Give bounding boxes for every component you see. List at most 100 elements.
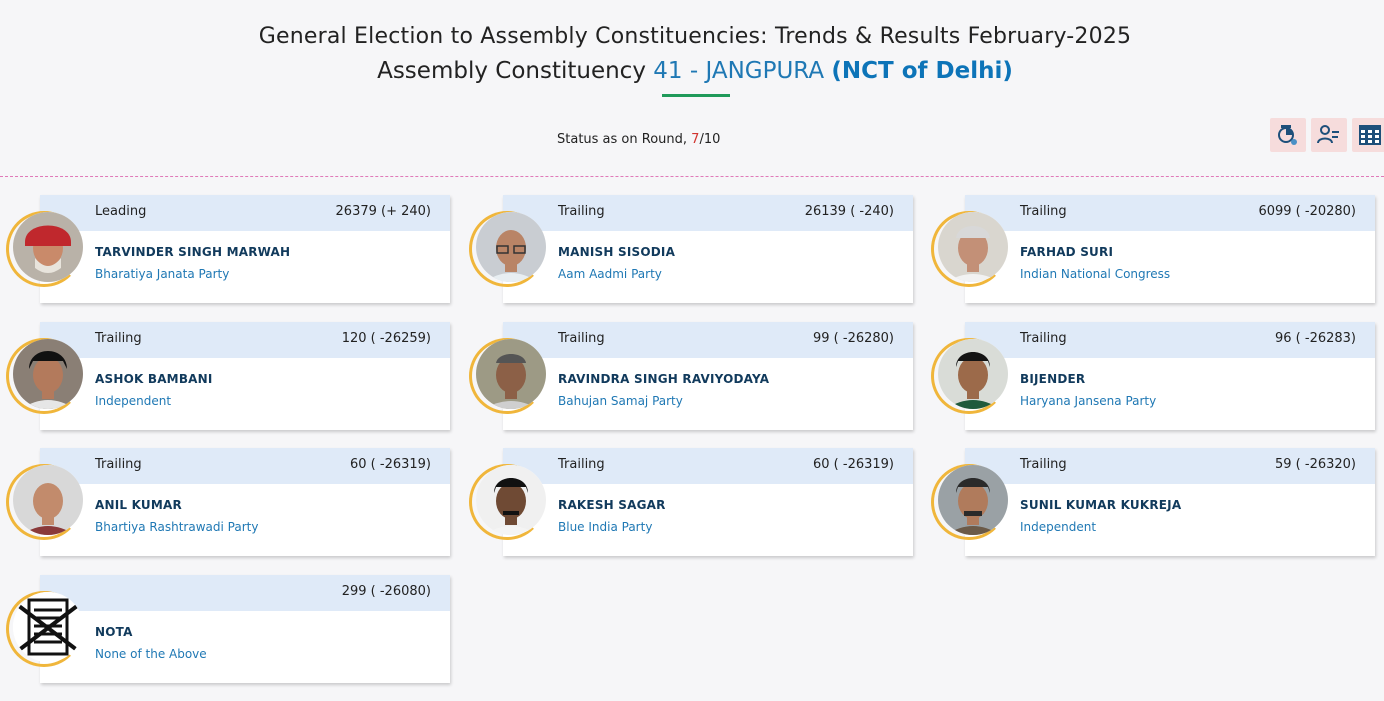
candidate-list-button[interactable] xyxy=(1311,118,1347,152)
candidate-status: Leading xyxy=(95,204,147,219)
candidate-card[interactable]: Trailing 120 ( -26259) ASHOK BAMBANI Indepe… xyxy=(0,322,450,430)
candidate-name[interactable]: NOTA xyxy=(95,625,133,639)
candidate-card-body: Trailing 59 ( -26320) SUNIL KUMAR KUKREJA I… xyxy=(965,448,1375,556)
candidate-card[interactable]: Trailing 26139 ( -240) MANISH SISODIA Aam A… xyxy=(463,195,913,303)
candidate-status: Trailing xyxy=(95,457,142,472)
candidate-votes: 120 ( -26259) xyxy=(341,331,431,346)
candidate-status: Trailing xyxy=(95,331,142,346)
candidate-photo-icon xyxy=(13,212,83,282)
candidate-card-header: Trailing 120 ( -26259) xyxy=(40,322,450,358)
avatar xyxy=(476,339,546,409)
candidate-votes: 26379 (+ 240) xyxy=(335,204,431,219)
candidate-card-header: Trailing 60 ( -26319) xyxy=(40,448,450,484)
candidate-name[interactable]: RAVINDRA SINGH RAVIYODAYA xyxy=(558,372,770,386)
candidate-name[interactable]: RAKESH SAGAR xyxy=(558,498,666,512)
candidate-votes: 60 ( -26319) xyxy=(813,457,894,472)
candidate-photo-icon xyxy=(13,339,83,409)
avatar xyxy=(13,592,83,662)
round-status: Status as on Round, 7/10 xyxy=(557,132,720,147)
candidate-list-icon xyxy=(1317,125,1339,144)
candidate-votes: 299 ( -26080) xyxy=(341,584,431,599)
candidate-votes: 6099 ( -20280) xyxy=(1258,204,1356,219)
candidate-card-header: Trailing 26139 ( -240) xyxy=(503,195,913,231)
candidate-party: Bhartiya Rashtrawadi Party xyxy=(95,520,259,534)
candidate-votes: 99 ( -26280) xyxy=(813,331,894,346)
candidate-status: Trailing xyxy=(1020,457,1067,472)
candidate-party: Indian National Congress xyxy=(1020,267,1171,281)
candidate-card-header: Trailing 96 ( -26283) xyxy=(965,322,1375,358)
candidate-party: Haryana Jansena Party xyxy=(1020,394,1157,408)
candidate-name[interactable]: SUNIL KUMAR KUKREJA xyxy=(1020,498,1182,512)
candidate-name[interactable]: TARVINDER SINGH MARWAH xyxy=(95,245,291,259)
candidate-card-header: Trailing 60 ( -26319) xyxy=(503,448,913,484)
candidate-status: Trailing xyxy=(558,204,605,219)
nota-icon xyxy=(13,592,83,662)
candidate-card[interactable]: Trailing 96 ( -26283) BIJENDER Haryana Jans… xyxy=(925,322,1375,430)
candidate-card[interactable]: Trailing 59 ( -26320) SUNIL KUMAR KUKREJA I… xyxy=(925,448,1375,556)
round-status-label: Status as on Round, xyxy=(557,132,688,147)
title-underline xyxy=(662,94,730,97)
candidate-party: Bahujan Samaj Party xyxy=(558,394,683,408)
avatar xyxy=(938,339,1008,409)
candidate-card-header: Leading 26379 (+ 240) xyxy=(40,195,450,231)
candidate-card[interactable]: Trailing 60 ( -26319) ANIL KUMAR Bhartiya R… xyxy=(0,448,450,556)
candidate-photo-icon xyxy=(476,465,546,535)
candidate-photo-icon xyxy=(938,212,1008,282)
candidate-name[interactable]: FARHAD SURI xyxy=(1020,245,1114,259)
candidate-photo-icon xyxy=(938,339,1008,409)
candidate-votes: 60 ( -26319) xyxy=(350,457,431,472)
candidate-card[interactable]: Trailing 99 ( -26280) RAVINDRA SINGH RAVIY… xyxy=(463,322,913,430)
avatar xyxy=(938,465,1008,535)
candidate-party: Bharatiya Janata Party xyxy=(95,267,230,281)
constituency-heading: Assembly Constituency 41 - JANGPURA (NCT… xyxy=(0,58,1384,84)
candidate-status: Trailing xyxy=(1020,204,1067,219)
candidate-card-body: Trailing 60 ( -26319) ANIL KUMAR Bhartiya R… xyxy=(40,448,450,556)
candidate-card[interactable]: Leading 26379 (+ 240) TARVINDER SINGH MARW… xyxy=(0,195,450,303)
constituency-number: 41 - JANGPURA xyxy=(653,58,825,84)
candidate-card-header: Trailing 6099 ( -20280) xyxy=(965,195,1375,231)
candidate-votes: 26139 ( -240) xyxy=(804,204,894,219)
candidate-photo-icon xyxy=(13,465,83,535)
candidate-photo-icon xyxy=(938,465,1008,535)
table-view-button[interactable] xyxy=(1352,118,1384,152)
result-chart-icon xyxy=(1278,125,1297,145)
avatar xyxy=(13,212,83,282)
candidate-card-body: Trailing 60 ( -26319) RAKESH SAGAR Blue Ind… xyxy=(503,448,913,556)
candidate-card-body: Trailing 120 ( -26259) ASHOK BAMBANI Indepe… xyxy=(40,322,450,430)
candidate-card[interactable]: 299 ( -26080) NOTA None of the Above xyxy=(0,575,450,683)
candidate-photo-icon xyxy=(476,212,546,282)
constituency-label: Assembly Constituency xyxy=(377,58,646,84)
candidate-name[interactable]: BIJENDER xyxy=(1020,372,1086,386)
round-current: 7 xyxy=(691,132,700,147)
candidate-status: Trailing xyxy=(558,331,605,346)
candidate-card-body: Trailing 99 ( -26280) RAVINDRA SINGH RAVIY… xyxy=(503,322,913,430)
avatar xyxy=(938,212,1008,282)
candidate-card[interactable]: Trailing 6099 ( -20280) FARHAD SURI Indian … xyxy=(925,195,1375,303)
result-chart-button[interactable] xyxy=(1270,118,1306,152)
candidate-card-header: Trailing 59 ( -26320) xyxy=(965,448,1375,484)
candidate-party: Blue India Party xyxy=(558,520,653,534)
candidate-votes: 96 ( -26283) xyxy=(1275,331,1356,346)
candidate-party: Independent xyxy=(95,394,172,408)
candidate-name[interactable]: ASHOK BAMBANI xyxy=(95,372,213,386)
candidate-card-header: 299 ( -26080) xyxy=(40,575,450,611)
candidate-status: Trailing xyxy=(558,457,605,472)
candidate-card-body: Trailing 96 ( -26283) BIJENDER Haryana Jans… xyxy=(965,322,1375,430)
candidate-photo-icon xyxy=(476,339,546,409)
candidate-card[interactable]: Trailing 60 ( -26319) RAKESH SAGAR Blue Ind… xyxy=(463,448,913,556)
candidate-status: Trailing xyxy=(1020,331,1067,346)
avatar xyxy=(476,465,546,535)
candidate-party: None of the Above xyxy=(95,647,207,661)
candidate-card-body: Trailing 6099 ( -20280) FARHAD SURI Indian … xyxy=(965,195,1375,303)
avatar xyxy=(13,339,83,409)
candidate-votes: 59 ( -26320) xyxy=(1275,457,1356,472)
candidate-name[interactable]: MANISH SISODIA xyxy=(558,245,676,259)
candidate-card-body: 299 ( -26080) NOTA None of the Above xyxy=(40,575,450,683)
constituency-state: (NCT of Delhi) xyxy=(831,58,1013,84)
candidate-card-body: Leading 26379 (+ 240) TARVINDER SINGH MARW… xyxy=(40,195,450,303)
table-view-icon xyxy=(1359,125,1381,145)
avatar xyxy=(476,212,546,282)
candidate-party: Aam Aadmi Party xyxy=(558,267,662,281)
candidate-name[interactable]: ANIL KUMAR xyxy=(95,498,182,512)
page-title: General Election to Assembly Constituenc… xyxy=(258,24,1132,49)
